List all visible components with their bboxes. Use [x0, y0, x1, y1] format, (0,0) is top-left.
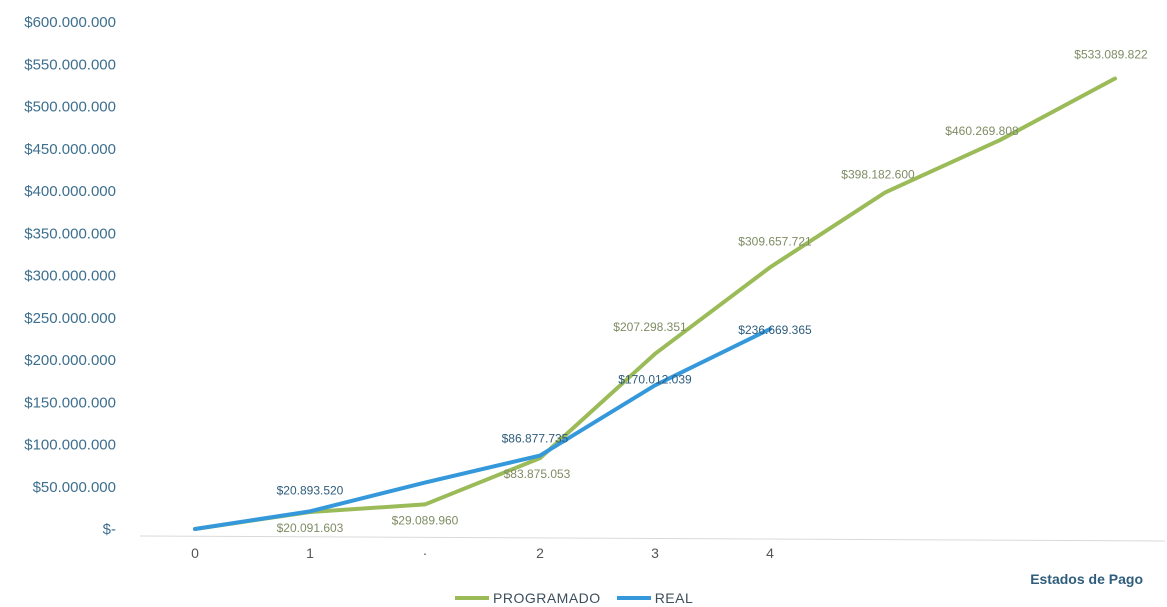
y-axis-ticks: $600.000.000 $550.000.000 $500.000.000 $450…: [24, 14, 116, 538]
data-label-real: $86.877.735: [502, 432, 569, 446]
data-label-programado: $398.182.600: [841, 168, 915, 182]
x-tick-label: 3: [651, 545, 659, 561]
y-tick-label: $600.000.000: [24, 14, 116, 31]
legend: PROGRAMADO REAL: [455, 589, 693, 607]
legend-swatch-programado: [455, 596, 489, 600]
x-axis-ticks: 0 1 · 2 3 4: [191, 545, 774, 561]
x-tick-label: 2: [536, 545, 544, 561]
data-point-real: [308, 509, 312, 513]
data-point-programado: [423, 502, 427, 506]
series-line-programado: [193, 76, 1117, 531]
data-point-real: [538, 454, 542, 458]
y-tick-label: $250.000.000: [24, 310, 116, 327]
y-tick-label: $150.000.000: [24, 394, 116, 411]
data-point-programado: [653, 352, 657, 356]
x-axis-line: [139, 535, 1166, 542]
legend-swatch-real: [616, 596, 651, 600]
series-line-real: [193, 327, 772, 531]
data-point-programado: [883, 191, 887, 195]
data-label-programado: $20.091.603: [277, 521, 344, 535]
y-tick-label: $-: [103, 521, 116, 538]
y-tick-label: $200.000.000: [24, 352, 116, 369]
legend-label-programado: PROGRAMADO: [493, 590, 601, 606]
series-lines: [193, 76, 1117, 531]
legend-item-programado: PROGRAMADO: [455, 590, 601, 606]
data-label-programado: $460.269.808: [945, 124, 1019, 138]
data-point-real: [193, 527, 197, 531]
x-tick-label: ·: [423, 545, 428, 561]
y-tick-label: $400.000.000: [24, 183, 116, 200]
y-tick-label: $50.000.000: [33, 479, 116, 496]
x-axis-title: Estados de Pago: [1030, 571, 1143, 587]
data-point-programado: [768, 265, 772, 269]
y-tick-label: $500.000.000: [24, 99, 116, 116]
x-tick-label: 0: [191, 545, 199, 561]
legend-item-real: REAL: [616, 590, 694, 606]
legend-label-real: REAL: [654, 590, 694, 606]
data-label-programado: $309.657.721: [738, 234, 812, 248]
data-point-programado: [1113, 77, 1117, 81]
y-tick-label: $100.000.000: [24, 437, 116, 454]
y-tick-label: $350.000.000: [24, 225, 116, 242]
y-tick-label: $300.000.000: [24, 268, 116, 285]
data-label-programado: $83.875.053: [504, 467, 571, 481]
data-label-programado: $207.298.351: [613, 320, 687, 334]
data-label-programado: $533.089.822: [1074, 48, 1148, 62]
data-label-programado: $29.089.960: [392, 513, 459, 527]
data-label-real: $170.012.039: [618, 372, 692, 386]
data-label-real: $20.893.520: [277, 483, 344, 497]
y-tick-label: $550.000.000: [24, 56, 116, 73]
y-tick-label: $450.000.000: [24, 141, 116, 158]
data-point-real: [653, 383, 657, 387]
data-point-programado: [998, 138, 1002, 142]
x-tick-label: 4: [766, 545, 774, 561]
x-tick-label: 1: [306, 545, 314, 561]
data-label-real: $236.669.365: [738, 323, 812, 337]
data-labels: $20.091.603 $29.089.960 $83.875.053 $207.29…: [277, 48, 1148, 535]
data-point-real: [423, 481, 427, 485]
data-point-real: [768, 327, 772, 331]
